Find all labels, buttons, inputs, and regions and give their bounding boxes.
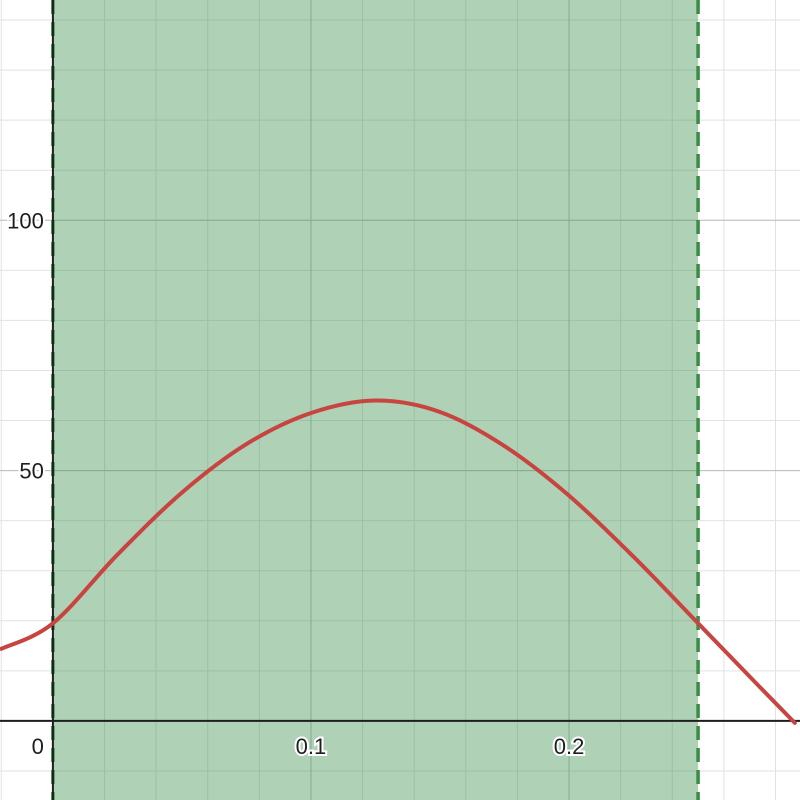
x-tick-label: 0.2 — [554, 734, 585, 759]
tick-labels: 0 0.1 0.2 50 100 — [5, 206, 586, 761]
function-curve[interactable] — [0, 398, 797, 725]
y-tick-label: 50 — [19, 459, 43, 484]
curves — [0, 398, 797, 725]
x-tick-label: 0 — [32, 734, 44, 759]
y-tick-label: 100 — [7, 208, 44, 233]
x-tick-label: 0.1 — [296, 734, 327, 759]
